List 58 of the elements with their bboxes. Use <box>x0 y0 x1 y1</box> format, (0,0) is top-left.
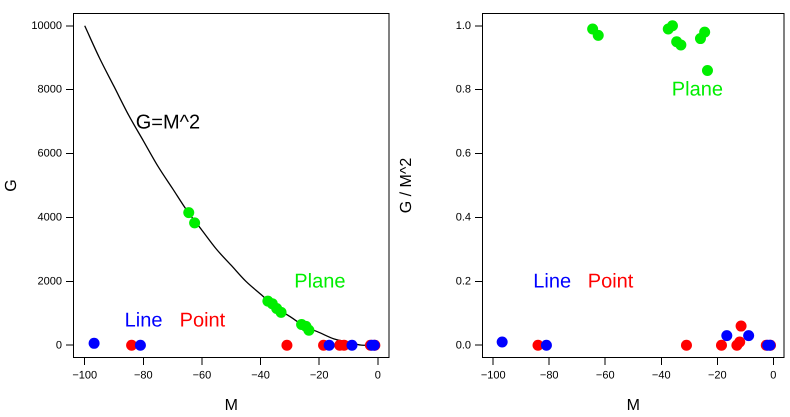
point <box>189 217 200 228</box>
x-tick-label: −20 <box>310 370 329 382</box>
point <box>134 340 146 351</box>
point <box>496 336 508 348</box>
y-tick-label: 0.2 <box>456 275 471 288</box>
point <box>324 340 335 351</box>
x-tick-label: −40 <box>251 370 270 382</box>
point <box>88 338 100 349</box>
point <box>126 340 138 351</box>
series-label: Line <box>124 310 162 332</box>
x-tick-label: −60 <box>596 370 615 382</box>
y-axis-title: G <box>3 179 20 192</box>
y-tick-label: 10000 <box>31 20 62 32</box>
x-tick-label: −60 <box>192 370 212 382</box>
text: Point <box>588 270 634 293</box>
point <box>716 340 727 351</box>
x-tick-label: 0 <box>374 370 381 382</box>
y-axis-title: G / M^2 <box>398 158 416 214</box>
point <box>666 20 678 32</box>
x-tick-label: −80 <box>540 370 559 382</box>
y-tick-label: 0.0 <box>456 339 471 352</box>
series-label: Plane <box>672 78 723 100</box>
x-axis-title: M <box>224 396 238 414</box>
x-tick-label: −100 <box>480 370 506 382</box>
point <box>680 340 692 351</box>
point <box>675 39 686 50</box>
text: Point <box>180 310 226 332</box>
point <box>346 340 358 351</box>
y-tick-label: 4000 <box>38 211 62 224</box>
x-tick-label: −100 <box>72 370 98 382</box>
x-axis-title: M <box>626 396 640 414</box>
x-tick-label: −40 <box>652 370 671 382</box>
y-tick-label: 0.8 <box>456 84 471 96</box>
y-tick-label: 6000 <box>38 148 62 160</box>
y-tick-label: 0 <box>56 339 62 352</box>
point <box>702 65 713 76</box>
point <box>276 306 287 318</box>
y-tick-label: 0.4 <box>456 211 471 224</box>
point <box>281 340 292 351</box>
text: Line <box>533 270 572 293</box>
y-tick-label: 1.0 <box>456 20 471 32</box>
y-tick-label: 8000 <box>38 84 62 96</box>
x-tick-label: −20 <box>708 370 727 382</box>
x-tick-label: −80 <box>134 370 153 382</box>
point <box>721 330 732 342</box>
point <box>540 340 552 351</box>
point <box>699 26 710 38</box>
series-label: Plane <box>294 270 346 293</box>
y-tick-label: 2000 <box>38 275 62 288</box>
point <box>303 324 314 336</box>
point <box>734 336 746 348</box>
x-tick-label: 0 <box>770 370 776 382</box>
series-label: G=M^2 <box>136 112 200 134</box>
point <box>183 207 194 218</box>
point <box>592 30 604 41</box>
y-tick-label: 0.6 <box>456 148 471 160</box>
point <box>743 330 754 342</box>
point <box>736 320 747 332</box>
